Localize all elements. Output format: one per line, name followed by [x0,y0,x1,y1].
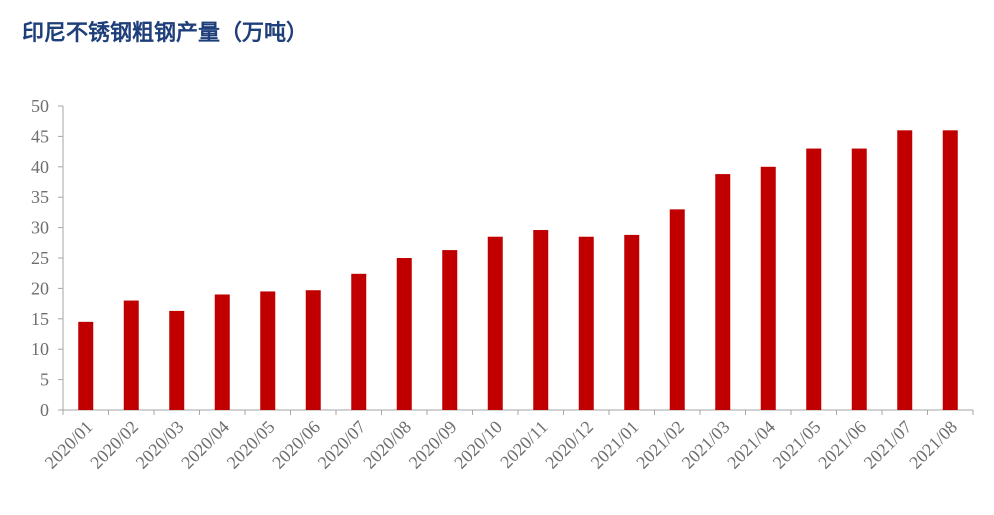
x-tick-label: 2021/06 [814,417,870,473]
bar [214,294,230,410]
x-tick-label: 2020/12 [541,417,597,473]
x-tick-label: 2021/08 [905,417,961,473]
x-tick-label: 2020/07 [314,417,370,473]
bar [396,258,412,410]
x-tick-label: 2020/03 [132,417,188,473]
bar [624,234,640,410]
bar [123,300,139,410]
bar [351,273,367,410]
x-tick-label: 2020/05 [223,417,279,473]
bar [487,236,503,410]
y-tick-label: 30 [31,218,49,238]
x-tick-label: 2021/01 [587,417,643,473]
x-tick-label: 2020/11 [496,417,551,472]
bar [578,236,594,410]
bar [806,148,822,410]
y-tick-label: 5 [40,370,49,390]
y-tick-label: 0 [40,400,49,420]
bar [260,291,276,410]
bar [897,130,913,410]
bar [169,310,185,410]
x-tick-label: 2020/04 [177,417,233,473]
y-tick-label: 10 [31,339,49,359]
y-tick-label: 45 [31,126,49,146]
x-tick-label: 2020/01 [41,417,97,473]
x-tick-label: 2021/04 [723,417,779,473]
bar [669,209,685,410]
x-tick-label: 2021/05 [769,417,825,473]
y-tick-label: 15 [31,309,49,329]
y-tick-label: 35 [31,187,49,207]
bar [533,230,549,410]
y-tick-label: 25 [31,248,49,268]
x-tick-label: 2021/03 [678,417,734,473]
x-tick-label: 2020/06 [268,417,324,473]
x-tick-label: 2020/09 [405,417,461,473]
bar [305,290,321,410]
bar [442,250,458,410]
chart-title: 印尼不锈钢粗钢产量（万吨） [22,20,308,46]
x-tick-label: 2021/02 [632,417,688,473]
x-tick-label: 2021/07 [860,417,916,473]
y-tick-label: 50 [31,96,49,116]
bar [760,166,776,410]
bar [715,174,731,410]
y-tick-label: 20 [31,278,49,298]
x-tick-label: 2020/02 [86,417,142,473]
x-tick-label: 2020/08 [359,417,415,473]
bar [851,148,867,410]
bar [78,321,94,410]
bar [942,130,958,410]
y-tick-label: 40 [31,157,49,177]
x-tick-label: 2020/10 [450,417,506,473]
